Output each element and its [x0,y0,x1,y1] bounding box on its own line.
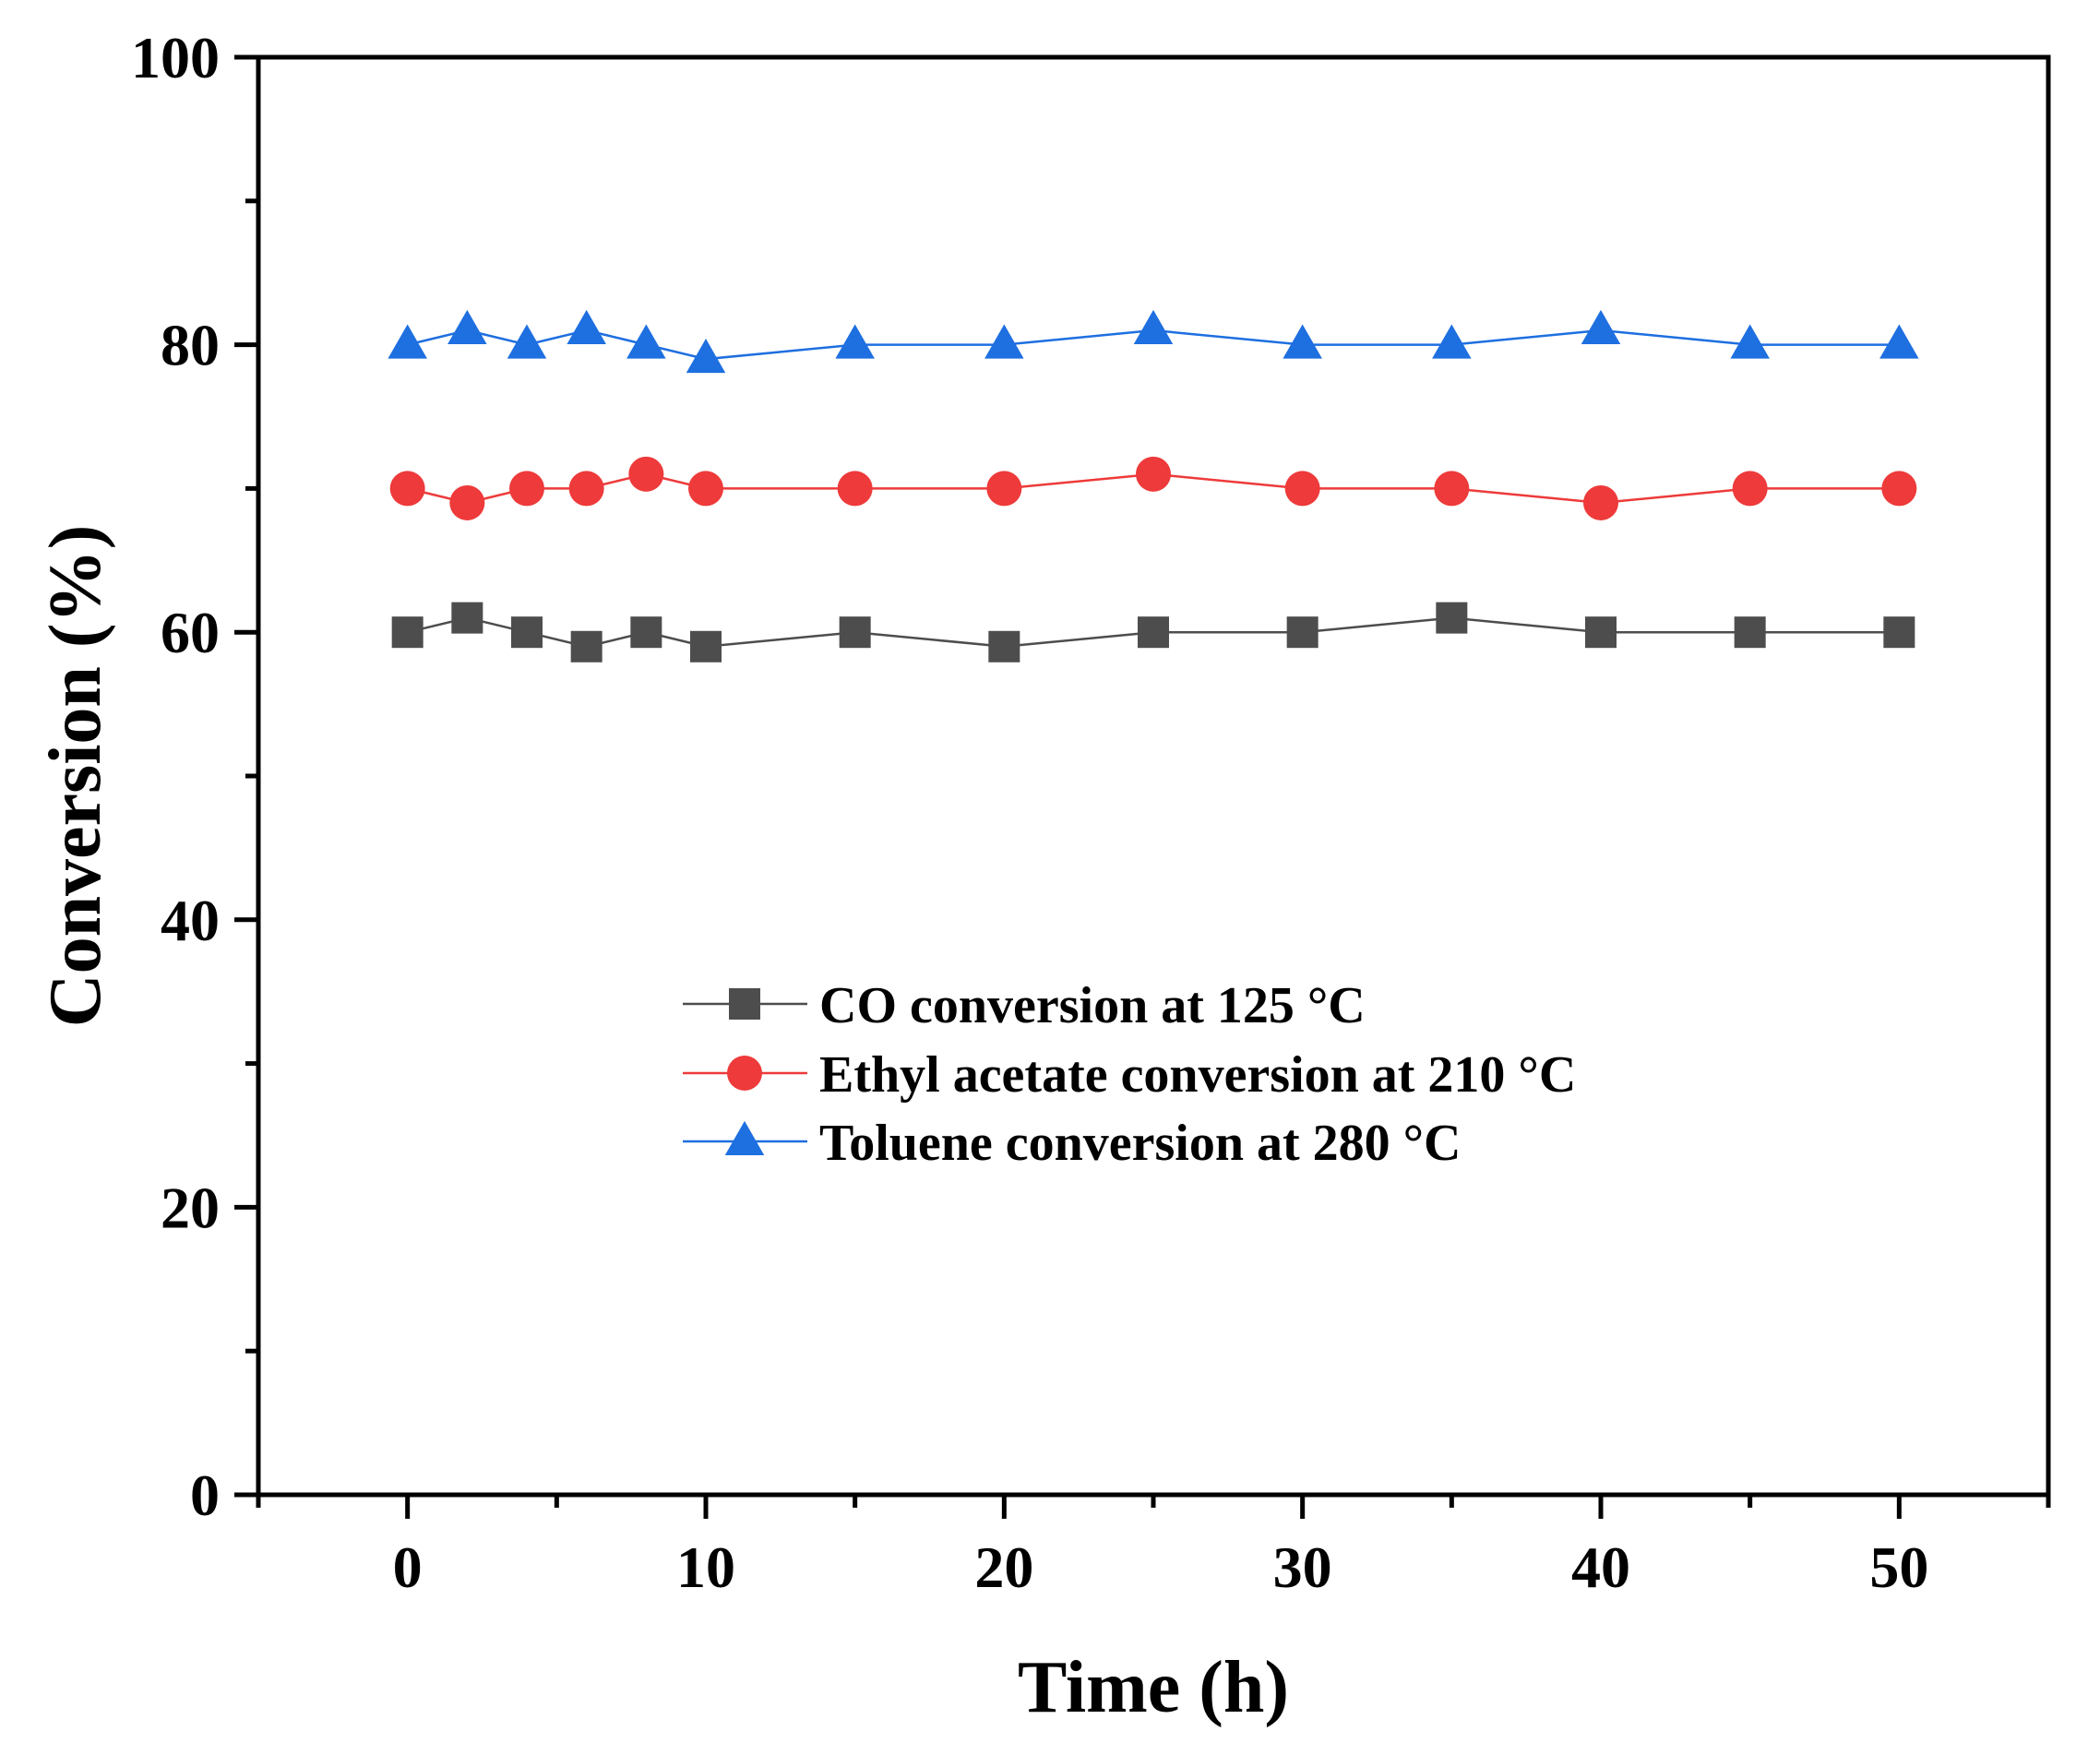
data-point [509,471,544,507]
series-layer [388,309,1919,663]
legend-marker [729,988,760,1020]
x-tick-label: 40 [1571,1534,1630,1600]
data-point [1585,616,1617,649]
data-point [835,324,875,359]
data-point [1583,484,1618,520]
y-tick-label: 20 [161,1175,220,1240]
data-point [447,309,487,345]
series-2 [389,456,1917,520]
y-axis-title: Conversion (%) [35,525,116,1027]
legend-label: Toluene conversion at 280 °C [819,1115,1461,1172]
data-point [1432,324,1472,359]
data-point [626,324,666,359]
data-point [1136,456,1171,492]
data-point [1138,616,1169,649]
x-tick-label: 10 [676,1534,735,1600]
data-point [1734,616,1766,649]
legend-marker [724,1120,765,1155]
data-point [839,616,871,649]
data-point [837,471,873,507]
y-tick-label: 40 [161,888,220,953]
data-point [570,630,603,663]
data-point [1581,309,1621,345]
y-tick-label: 100 [131,25,220,90]
x-tick-label: 0 [393,1534,423,1600]
data-point [686,339,726,374]
data-point [690,630,722,663]
y-tick-label: 80 [161,313,220,378]
legend-entry-3: Toluene conversion at 280 °C [683,1115,1461,1172]
data-point [388,324,427,359]
data-point [1730,324,1770,359]
axes: 0 20 40 60 80 100 0 10 20 30 40 50 [131,25,2051,1600]
legend-entry-2: Ethyl acetate conversion at 210 °C [683,1046,1576,1104]
legend-label: CO conversion at 125 °C [819,977,1366,1034]
x-tick-label: 20 [974,1534,1033,1600]
data-point [984,324,1024,359]
legend-label: Ethyl acetate conversion at 210 °C [819,1046,1576,1104]
data-point [449,484,485,520]
data-point [988,630,1020,663]
data-point [1879,324,1919,359]
legend: CO conversion at 125 °C Ethyl acetate con… [683,977,1576,1172]
data-point [986,471,1022,507]
series-3 [388,309,1919,374]
y-tick-label: 0 [190,1462,220,1528]
series-1 [391,602,1915,663]
data-point [1434,471,1470,507]
data-point [1881,471,1917,507]
data-point [688,471,723,507]
data-point [568,471,604,507]
data-point [630,616,662,649]
data-point [1732,471,1768,507]
data-point [389,471,425,507]
data-point [1284,471,1320,507]
data-point [1436,602,1468,634]
data-point [1133,309,1174,345]
data-point [567,309,606,345]
plot-frame [256,54,2051,1498]
data-point [511,616,543,649]
data-point [1883,616,1915,649]
x-tick-label: 50 [1869,1534,1928,1600]
data-point [1283,324,1322,359]
data-point [451,602,483,634]
data-point [628,456,664,492]
y-tick-label: 60 [161,600,220,665]
data-point [391,616,424,649]
legend-marker [727,1056,762,1091]
data-point [1286,616,1318,649]
legend-entry-1: CO conversion at 125 °C [683,977,1366,1034]
x-axis-title: Time (h) [1018,1647,1289,1728]
data-point [507,324,547,359]
x-tick-label: 30 [1273,1534,1332,1600]
